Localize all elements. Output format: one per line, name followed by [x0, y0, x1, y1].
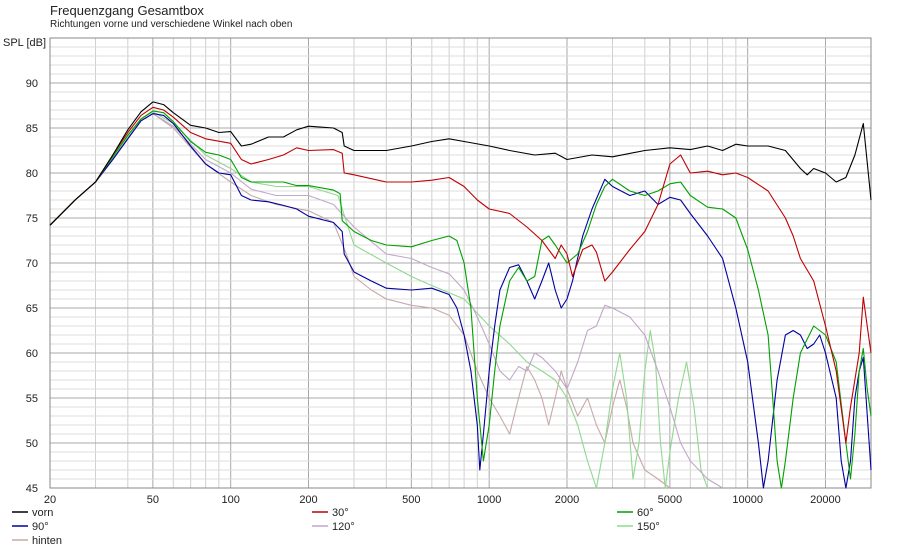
x-tick-label: 1000	[477, 494, 501, 506]
plot-frame	[49, 37, 872, 489]
series-line	[49, 113, 723, 489]
legend-label: 120°	[332, 521, 355, 533]
x-tick-label: 200	[299, 494, 317, 506]
legend-item: vorn	[12, 507, 53, 519]
legend-label: 150°	[637, 521, 660, 533]
y-tick-label: 55	[26, 393, 38, 405]
x-tick-label: 5000	[658, 494, 682, 506]
x-tick-label: 100	[221, 494, 239, 506]
legend-item: 150°	[617, 521, 660, 533]
series-line	[49, 113, 671, 489]
legend-label: hinten	[32, 535, 62, 547]
legend-label: 60°	[637, 507, 654, 519]
legend-item: 90°	[12, 521, 49, 533]
x-tick-label: 20	[44, 494, 56, 506]
y-tick-label: 70	[26, 258, 38, 270]
y-tick-label: 80	[26, 168, 38, 180]
legend-item: 120°	[312, 521, 355, 533]
x-axis: 20 50 100 200 500 1000 2000 5000 10000 20000	[44, 494, 841, 506]
y-tick-label: 50	[26, 438, 38, 450]
legend-item: 30°	[312, 507, 349, 519]
y-tick-label: 65	[26, 303, 38, 315]
x-tick-label: 500	[402, 494, 420, 506]
series-line	[49, 111, 709, 489]
legend: vorn 90° hinten 30° 120° 60° 150°	[12, 507, 660, 547]
legend-item: 60°	[617, 507, 654, 519]
chart-title: Frequenzgang Gesamtbox	[50, 3, 204, 18]
x-tick-label: 2000	[555, 494, 579, 506]
y-tick-label: 60	[26, 348, 38, 360]
chart-subtitle: Richtungen vorne und verschiedene Winkel…	[50, 19, 293, 30]
legend-item: hinten	[12, 535, 62, 547]
y-tick-label: 85	[26, 123, 38, 135]
x-tick-label: 20000	[810, 494, 841, 506]
series-line	[49, 101, 872, 226]
legend-label: 90°	[32, 521, 49, 533]
y-tick-label: 75	[26, 213, 38, 225]
series-line	[49, 113, 872, 489]
legend-label: 30°	[332, 507, 349, 519]
y-axis-label: SPL [dB]	[3, 37, 46, 49]
series-line	[49, 110, 872, 489]
series-line	[49, 106, 872, 444]
series-layer	[49, 101, 872, 489]
legend-label: vorn	[32, 507, 53, 519]
y-axis: 45 50 55 60 65 70 75 80 85 90	[26, 78, 38, 495]
grid-lines	[49, 37, 872, 489]
x-tick-label: 10000	[732, 494, 763, 506]
x-tick-label: 50	[147, 494, 159, 506]
y-tick-label: 90	[26, 78, 38, 90]
y-tick-label: 45	[26, 483, 38, 495]
